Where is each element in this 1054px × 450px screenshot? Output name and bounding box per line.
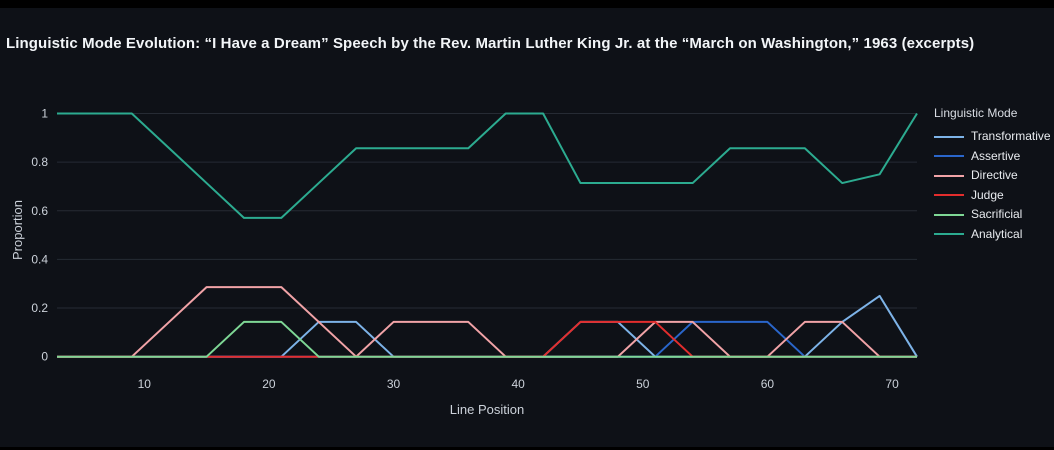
series-line-sacrificial (57, 320, 917, 358)
legend-item-sacrificial[interactable]: Sacrificial (934, 205, 1054, 225)
x-tick-label: 10 (138, 377, 152, 391)
legend-label: Judge (971, 187, 1004, 202)
x-tick-label: 30 (387, 377, 401, 391)
legend-item-assertive[interactable]: Assertive (934, 147, 1054, 167)
x-tick-label: 70 (885, 377, 899, 391)
chart-title: Linguistic Mode Evolution: “I Have a Dre… (6, 35, 975, 52)
x-axis-title: Line Position (450, 402, 524, 417)
legend-swatch-sacrificial (934, 213, 964, 216)
legend-label: Directive (971, 168, 1018, 183)
legend-items: Transformative Assertive Directive Judge Sac… (934, 127, 1054, 244)
legend-item-transformative[interactable]: Transformative (934, 127, 1054, 147)
legend: Linguistic Mode Transformative Assertive D… (934, 106, 1054, 244)
chart-card: Linguistic Mode Evolution: “I Have a Dre… (0, 8, 1054, 447)
series-lines (57, 112, 918, 358)
legend-label: Analytical (971, 226, 1023, 241)
y-tick-label: 0 (41, 350, 48, 364)
legend-item-directive[interactable]: Directive (934, 166, 1054, 186)
x-axis-tick-labels: 10 20 30 40 50 60 70 (138, 377, 899, 391)
series-line-directive (57, 286, 917, 358)
legend-title: Linguistic Mode (934, 106, 1018, 120)
legend-swatch-directive (934, 174, 964, 177)
x-tick-label: 60 (761, 377, 775, 391)
y-tick-label: 0.4 (31, 252, 48, 266)
y-tick-label: 1 (41, 107, 48, 121)
legend-item-judge[interactable]: Judge (934, 186, 1054, 206)
legend-swatch-assertive (934, 155, 964, 158)
gridlines (57, 113, 917, 358)
legend-item-analytical[interactable]: Analytical (934, 225, 1054, 245)
x-tick-label: 20 (262, 377, 276, 391)
y-axis-title: Proportion (10, 200, 25, 260)
legend-swatch-judge (934, 194, 964, 197)
legend-label: Transformative (971, 129, 1051, 144)
y-tick-label: 0.6 (31, 204, 48, 218)
legend-swatch-analytical (934, 233, 964, 236)
legend-swatch-transformative (934, 135, 964, 138)
series-line-analytical (57, 112, 918, 219)
legend-label: Assertive (971, 148, 1021, 163)
y-tick-label: 0.2 (31, 301, 48, 315)
x-tick-label: 50 (636, 377, 650, 391)
y-axis-tick-labels: 0 0.2 0.4 0.6 0.8 1 (31, 107, 48, 364)
legend-label: Sacrificial (971, 207, 1023, 222)
x-tick-label: 40 (511, 377, 525, 391)
y-tick-label: 0.8 (31, 155, 48, 169)
